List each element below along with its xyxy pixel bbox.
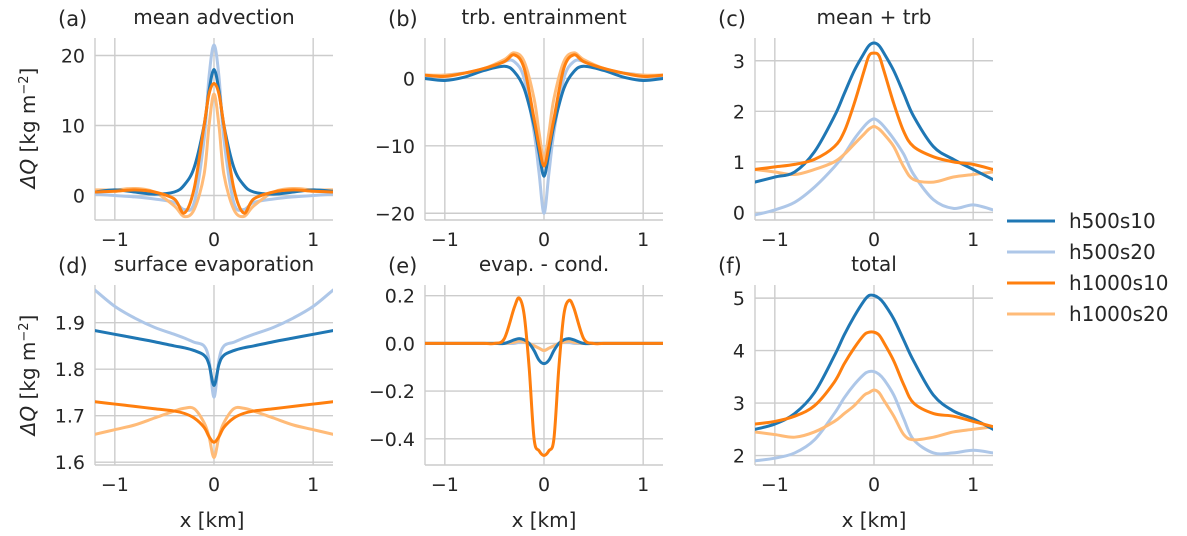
- series-line-h1000s10: [425, 296, 663, 457]
- panel-f: 2 3 4 5 −1 0 1 total (f): [718, 252, 993, 496]
- y-tick-label: 1.6: [55, 452, 85, 474]
- y-tick-label: 4: [733, 341, 745, 363]
- y-tick-label: 0: [73, 186, 85, 208]
- series-line-h1000s20: [755, 124, 993, 184]
- y-tick-label: 0: [403, 68, 415, 90]
- y-tick-label: 0.2: [385, 286, 415, 308]
- panel-letter: (c): [718, 7, 746, 31]
- y-tick-label: −10: [375, 136, 415, 158]
- panel-letter: (d): [58, 254, 88, 278]
- x-axis-label-e: x [km]: [512, 508, 577, 532]
- series-line-h500s10: [95, 329, 333, 387]
- panel-title: trb. entrainment: [461, 5, 626, 29]
- series-line-h1000s20: [755, 388, 993, 442]
- series-line-h1000s10: [95, 400, 333, 444]
- x-axis-label-f: x [km]: [842, 508, 907, 532]
- panel-c: 0 1 2 3 −1 0 1 mean + trb (c): [718, 5, 993, 251]
- panel-title: mean + trb: [817, 5, 932, 29]
- series-line-h1000s10: [425, 53, 663, 168]
- y-axis-label-top: ΔQ [kg m−2]: [16, 68, 40, 191]
- x-tick-label: 0: [868, 474, 880, 496]
- y-tick-label: 1.9: [55, 313, 85, 335]
- x-tick-label: −1: [761, 474, 789, 496]
- panel-title: surface evaporation: [114, 252, 314, 276]
- series-line-h1000s20: [95, 405, 333, 460]
- y-axis-label-bottom: ΔQ [kg m−2]: [16, 315, 40, 438]
- x-tick-label: 0: [538, 229, 550, 251]
- x-tick-label: 0: [868, 229, 880, 251]
- panel-title: total: [851, 252, 897, 276]
- series-line-h1000s10: [755, 330, 993, 429]
- x-tick-label: 1: [967, 229, 979, 251]
- x-tick-label: 0: [208, 474, 220, 496]
- series-line-h500s20: [755, 369, 993, 463]
- series-line-h500s10: [425, 64, 663, 178]
- x-tick-label: 0: [208, 229, 220, 251]
- panel-d: 1.6 1.7 1.8 1.9 −1 0 1 surface evaporation (d): [55, 252, 333, 496]
- panel-title: mean advection: [133, 5, 294, 29]
- x-tick-label: −1: [101, 474, 129, 496]
- legend-label-h500s10: h500s10: [1069, 209, 1156, 233]
- series-line-h500s10: [95, 68, 333, 196]
- x-axis-label-d: x [km]: [180, 508, 245, 532]
- panel-letter: (b): [388, 7, 418, 31]
- series-line-h500s10: [755, 41, 993, 184]
- series-line-h500s20: [755, 117, 993, 217]
- x-tick-label: 1: [307, 474, 319, 496]
- x-tick-label: −1: [101, 229, 129, 251]
- panel-letter: (e): [388, 254, 417, 278]
- legend: h500s10 h500s20 h1000s10 h1000s20: [1007, 209, 1168, 326]
- panel-letter: (f): [718, 254, 742, 278]
- legend-label-h500s20: h500s20: [1069, 240, 1156, 264]
- x-tick-label: −1: [431, 474, 459, 496]
- y-tick-label: −0.4: [369, 429, 415, 451]
- y-tick-label: 5: [733, 288, 745, 310]
- y-tick-label: 3: [733, 393, 745, 415]
- x-tick-label: 1: [307, 229, 319, 251]
- y-tick-label: −0.2: [369, 381, 415, 403]
- series-line-h1000s10: [755, 51, 993, 171]
- series-line-h500s20: [95, 43, 333, 212]
- y-tick-label: 0.0: [385, 333, 415, 355]
- x-tick-label: 1: [637, 229, 649, 251]
- y-tick-label: 1.7: [55, 406, 85, 428]
- panel-e: 0.2 0.0 −0.2 −0.4 −1 0 1 evap. - cond. (e): [369, 252, 663, 496]
- y-tick-label: 2: [733, 101, 745, 123]
- y-tick-label: 3: [733, 51, 745, 73]
- y-tick-label: 20: [61, 46, 85, 68]
- y-tick-label: 1: [733, 152, 745, 174]
- legend-label-h1000s20: h1000s20: [1069, 302, 1168, 326]
- y-tick-label: 0: [733, 202, 745, 224]
- y-tick-label: 10: [61, 116, 85, 138]
- x-tick-label: −1: [431, 229, 459, 251]
- series-line-h500s10: [755, 293, 993, 431]
- panel-letter: (a): [58, 7, 87, 31]
- legend-label-h1000s10: h1000s10: [1069, 271, 1168, 295]
- series-line-h1000s10: [95, 82, 333, 215]
- panel-a: 0 10 20 −1 0 1 mean advection (a): [58, 5, 333, 251]
- x-tick-label: 0: [538, 474, 550, 496]
- y-tick-label: 2: [733, 446, 745, 468]
- y-tick-label: 1.8: [55, 359, 85, 381]
- x-tick-label: 1: [637, 474, 649, 496]
- panel-title: evap. - cond.: [479, 252, 609, 276]
- x-tick-label: −1: [761, 229, 789, 251]
- y-tick-label: −20: [375, 203, 415, 225]
- x-tick-label: 1: [967, 474, 979, 496]
- series-line-h500s20: [95, 288, 333, 399]
